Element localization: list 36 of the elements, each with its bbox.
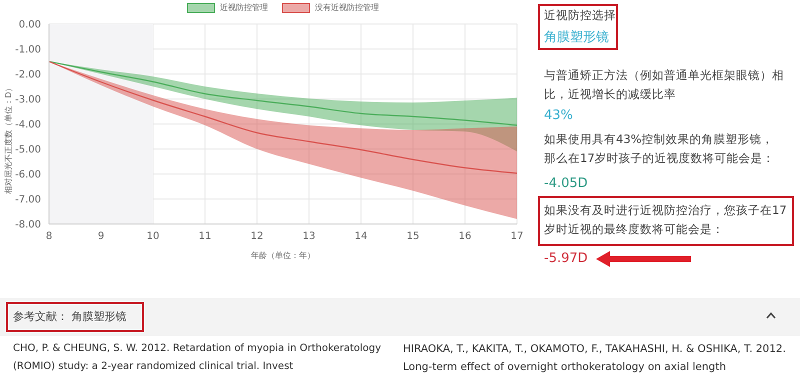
x-tick-label: 10	[146, 231, 160, 242]
text: 近视防控选择	[544, 7, 616, 24]
y-tick-label: -8.00	[15, 220, 41, 231]
y-tick-label: -7.00	[15, 194, 41, 206]
x-tick-label: 9	[98, 231, 104, 242]
text: 如果使用具有43%控制效果的角膜塑形镜，那么在17岁时孩子的近视度数将可能会是：	[544, 131, 776, 167]
text: CHO, P. & CHEUNG, S. W. 2012. Retardation of myopia in Orthokeratology (ROMIO) study: a 2-year randomized clinical trial. Invest	[13, 342, 382, 374]
text: 43%	[544, 107, 573, 125]
y-tick-label: -1.00	[15, 44, 41, 56]
x-tick-label: 13	[302, 231, 316, 242]
x-tick-label: 15	[406, 231, 420, 242]
x-tick-label: 11	[198, 231, 212, 242]
y-tick-label: -2.00	[15, 70, 41, 81]
text: 如果没有及时进行近视防控治疗，您孩子在17岁时近视的最终度数将可能会是：	[544, 202, 788, 238]
y-tick-label: 0.00	[18, 20, 41, 31]
y-tick-label: -4.00	[15, 120, 41, 131]
legend-label: 近视防控管理	[220, 2, 268, 13]
legend-label: 没有近视防控管理	[315, 2, 379, 13]
text: 参考文献： 角膜塑形镜	[13, 309, 126, 325]
y-tick-label: -6.00	[15, 170, 41, 181]
x-tick-label: 17	[510, 231, 524, 242]
x-tick-label: 14	[354, 231, 368, 242]
text: -5.97D	[544, 250, 588, 268]
text: HIRAOKA, T., KAKITA, T., OKAMOTO, F., TAKAHASHI, H. & OSHIKA, T. 2012. Long-term effect of overnight orthokeratology on axial length	[403, 342, 787, 375]
x-tick-label: 8	[46, 231, 52, 242]
y-tick-label: -5.00	[15, 144, 41, 156]
x-tick-label: 16	[458, 231, 472, 242]
text: -4.05D	[544, 175, 588, 193]
text: 与普通矫正方法（例如普通单光框架眼镜）相比，近视增长的减缓比率	[544, 67, 784, 103]
line-series	[49, 60, 517, 174]
text: 角膜塑形镜	[544, 29, 609, 47]
line-series	[49, 60, 517, 126]
y-tick-label: -3.00	[15, 94, 41, 106]
x-axis-title: 年龄（单位：年）	[251, 251, 315, 260]
y-axis-title: 相对屈光不正度数（单位：D）	[4, 84, 13, 194]
x-tick-label: 12	[250, 231, 264, 242]
